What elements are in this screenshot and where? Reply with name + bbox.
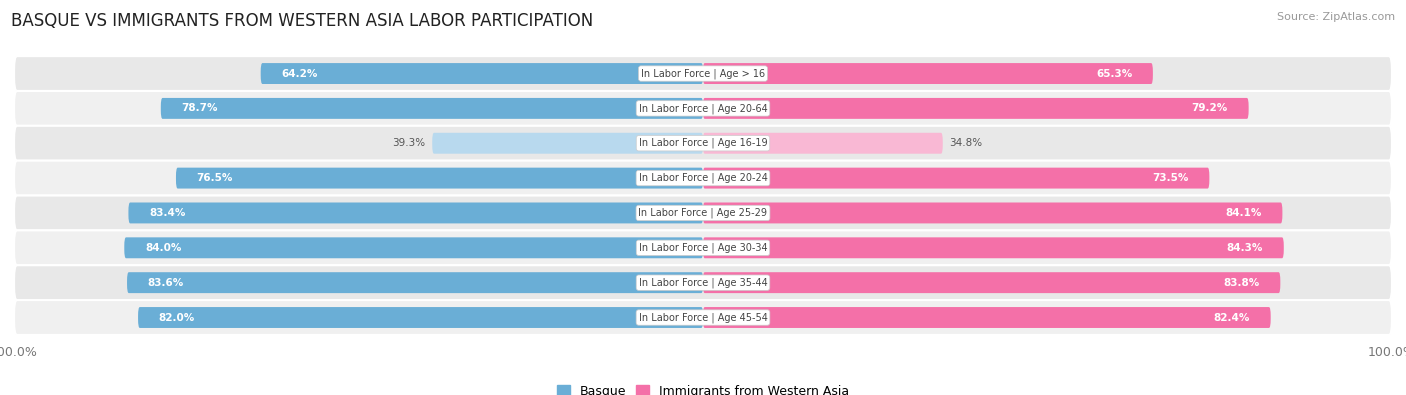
- Text: In Labor Force | Age 35-44: In Labor Force | Age 35-44: [638, 277, 768, 288]
- FancyBboxPatch shape: [703, 98, 1249, 119]
- FancyBboxPatch shape: [703, 237, 1284, 258]
- FancyBboxPatch shape: [127, 272, 703, 293]
- FancyBboxPatch shape: [14, 265, 1392, 300]
- FancyBboxPatch shape: [138, 307, 703, 328]
- Text: In Labor Force | Age 25-29: In Labor Force | Age 25-29: [638, 208, 768, 218]
- FancyBboxPatch shape: [14, 91, 1392, 126]
- FancyBboxPatch shape: [14, 230, 1392, 265]
- Text: 84.3%: 84.3%: [1226, 243, 1263, 253]
- Legend: Basque, Immigrants from Western Asia: Basque, Immigrants from Western Asia: [553, 380, 853, 395]
- Text: 39.3%: 39.3%: [392, 138, 426, 148]
- Text: In Labor Force | Age 30-34: In Labor Force | Age 30-34: [638, 243, 768, 253]
- Text: 79.2%: 79.2%: [1192, 103, 1227, 113]
- Text: In Labor Force | Age > 16: In Labor Force | Age > 16: [641, 68, 765, 79]
- Text: 82.4%: 82.4%: [1213, 312, 1250, 322]
- Text: In Labor Force | Age 16-19: In Labor Force | Age 16-19: [638, 138, 768, 149]
- Text: 34.8%: 34.8%: [949, 138, 983, 148]
- Text: 83.6%: 83.6%: [148, 278, 184, 288]
- Text: 83.4%: 83.4%: [149, 208, 186, 218]
- FancyBboxPatch shape: [703, 272, 1281, 293]
- FancyBboxPatch shape: [14, 126, 1392, 161]
- FancyBboxPatch shape: [432, 133, 703, 154]
- Text: Source: ZipAtlas.com: Source: ZipAtlas.com: [1277, 12, 1395, 22]
- Text: In Labor Force | Age 20-64: In Labor Force | Age 20-64: [638, 103, 768, 114]
- FancyBboxPatch shape: [703, 203, 1282, 224]
- Text: 76.5%: 76.5%: [197, 173, 233, 183]
- Text: 73.5%: 73.5%: [1153, 173, 1188, 183]
- FancyBboxPatch shape: [703, 167, 1209, 188]
- Text: 78.7%: 78.7%: [181, 103, 218, 113]
- FancyBboxPatch shape: [14, 161, 1392, 196]
- FancyBboxPatch shape: [176, 167, 703, 188]
- FancyBboxPatch shape: [260, 63, 703, 84]
- FancyBboxPatch shape: [128, 203, 703, 224]
- Text: 82.0%: 82.0%: [159, 312, 195, 322]
- FancyBboxPatch shape: [14, 56, 1392, 91]
- Text: BASQUE VS IMMIGRANTS FROM WESTERN ASIA LABOR PARTICIPATION: BASQUE VS IMMIGRANTS FROM WESTERN ASIA L…: [11, 12, 593, 30]
- FancyBboxPatch shape: [703, 133, 943, 154]
- Text: 84.0%: 84.0%: [145, 243, 181, 253]
- Text: In Labor Force | Age 20-24: In Labor Force | Age 20-24: [638, 173, 768, 183]
- Text: In Labor Force | Age 45-54: In Labor Force | Age 45-54: [638, 312, 768, 323]
- FancyBboxPatch shape: [703, 63, 1153, 84]
- FancyBboxPatch shape: [14, 300, 1392, 335]
- Text: 84.1%: 84.1%: [1226, 208, 1261, 218]
- Text: 64.2%: 64.2%: [281, 69, 318, 79]
- FancyBboxPatch shape: [160, 98, 703, 119]
- FancyBboxPatch shape: [124, 237, 703, 258]
- FancyBboxPatch shape: [703, 307, 1271, 328]
- Text: 65.3%: 65.3%: [1095, 69, 1132, 79]
- FancyBboxPatch shape: [14, 196, 1392, 230]
- Text: 83.8%: 83.8%: [1223, 278, 1260, 288]
